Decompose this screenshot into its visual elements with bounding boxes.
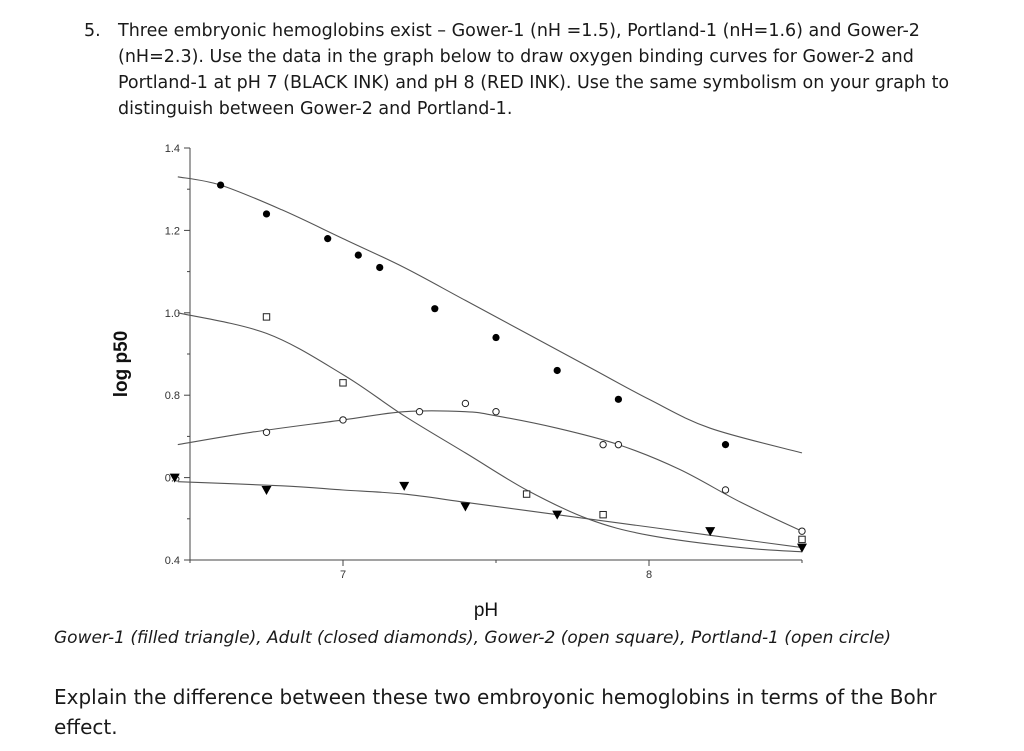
portland-1-point	[461, 399, 470, 408]
portland-1-point	[798, 527, 806, 535]
gower-1-point	[169, 473, 180, 483]
adult-point	[721, 441, 730, 449]
adult-point	[217, 181, 225, 189]
question-number: 5.	[84, 21, 101, 41]
gower-1-point	[460, 502, 471, 512]
gower-1-point	[797, 543, 807, 553]
portland-1-point	[339, 416, 347, 424]
y-tick-label: 0.8	[165, 390, 180, 402]
gower-2-point	[798, 535, 806, 544]
gower-1-point	[552, 510, 563, 520]
gower-2-point	[599, 510, 607, 519]
adult-point	[324, 235, 332, 243]
y-axis-label: log p50	[111, 331, 132, 398]
x-tick-label: 8	[646, 569, 652, 581]
portland-1-point	[614, 440, 623, 449]
gower-1-curve	[177, 481, 803, 549]
gower-2-point	[339, 379, 347, 387]
y-tick-label: 1.4	[165, 143, 180, 155]
question-text: Three embryonic hemoglobins exist – Gowe…	[118, 21, 950, 119]
y-tick-label: 1.0	[165, 308, 180, 320]
gower-2-curve	[177, 312, 803, 553]
gower-1-point	[705, 527, 716, 537]
adult-point	[431, 305, 439, 313]
adult-point	[553, 366, 561, 375]
portland-1-curve	[177, 410, 803, 532]
gower-2-point	[262, 313, 271, 321]
portland-1-point	[721, 486, 730, 494]
x-tick-label: 7	[340, 569, 346, 581]
gower-2-point	[522, 490, 531, 498]
adult-curve	[177, 176, 803, 454]
adult-point	[262, 210, 271, 218]
adult-point	[376, 263, 384, 272]
portland-1-point	[492, 407, 500, 416]
portland-1-point	[415, 407, 424, 416]
portland-1-point	[599, 440, 607, 449]
adult-point	[354, 251, 362, 259]
y-tick-label: 0.4	[165, 555, 180, 567]
adult-point	[492, 333, 500, 342]
y-tick-label: 1.2	[165, 225, 180, 237]
explain-prompt: Explain the difference between these two…	[54, 685, 937, 739]
gower-1-point	[261, 485, 272, 495]
x-axis-label: pH	[474, 600, 498, 621]
figure-caption: Gower-1 (filled triangle), Adult (closed…	[54, 628, 891, 648]
gower-1-point	[399, 481, 410, 491]
adult-point	[614, 395, 623, 403]
portland-1-point	[262, 428, 271, 436]
